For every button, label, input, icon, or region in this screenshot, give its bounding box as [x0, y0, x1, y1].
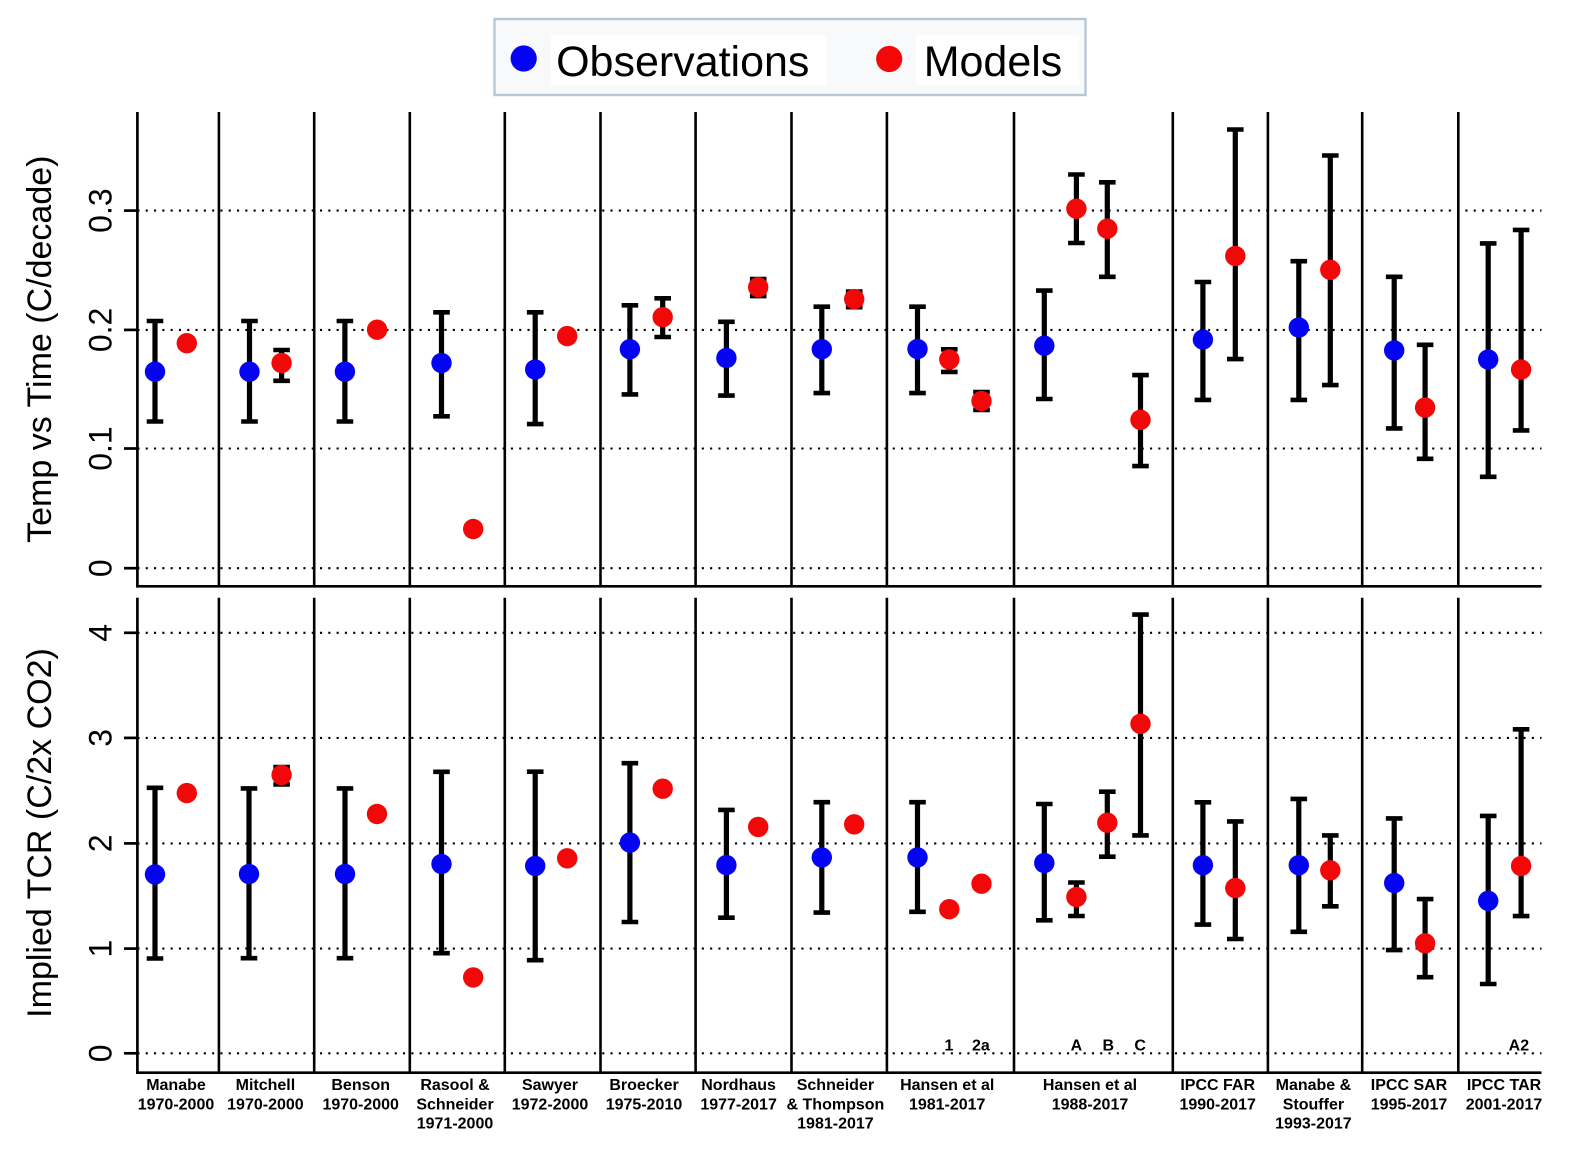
svg-text:1990-2017: 1990-2017 — [1179, 1096, 1256, 1113]
svg-text:0.1: 0.1 — [83, 426, 119, 470]
svg-text:Schneider: Schneider — [416, 1096, 493, 1113]
svg-text:1972-2000: 1972-2000 — [512, 1096, 589, 1113]
svg-text:1970-2000: 1970-2000 — [322, 1096, 399, 1113]
svg-text:2001-2017: 2001-2017 — [1466, 1096, 1543, 1113]
svg-text:Schneider: Schneider — [797, 1077, 874, 1094]
svg-text:1988-2017: 1988-2017 — [1052, 1096, 1129, 1113]
svg-text:Stouffer: Stouffer — [1283, 1096, 1344, 1113]
svg-text:1: 1 — [945, 1038, 954, 1055]
svg-text:1970-2000: 1970-2000 — [138, 1096, 215, 1113]
svg-text:& Thompson: & Thompson — [787, 1096, 885, 1113]
svg-text:0: 0 — [83, 559, 119, 577]
svg-text:IPCC TAR: IPCC TAR — [1467, 1077, 1542, 1094]
svg-text:A: A — [1071, 1038, 1083, 1055]
svg-text:1971-2000: 1971-2000 — [417, 1116, 494, 1133]
svg-text:Hansen et al: Hansen et al — [1043, 1077, 1137, 1094]
svg-text:Observations: Observations — [556, 38, 809, 86]
svg-text:Manabe: Manabe — [146, 1077, 206, 1094]
svg-text:Broecker: Broecker — [609, 1077, 678, 1094]
svg-text:0: 0 — [83, 1044, 119, 1062]
svg-text:Sawyer: Sawyer — [522, 1077, 578, 1094]
svg-text:1975-2010: 1975-2010 — [606, 1096, 683, 1113]
svg-text:B: B — [1103, 1038, 1115, 1055]
svg-text:1995-2017: 1995-2017 — [1371, 1096, 1448, 1113]
svg-text:Manabe &: Manabe & — [1276, 1077, 1352, 1094]
svg-text:2: 2 — [83, 835, 119, 853]
svg-text:IPCC SAR: IPCC SAR — [1371, 1077, 1448, 1094]
svg-text:1970-2000: 1970-2000 — [227, 1096, 304, 1113]
svg-text:Benson: Benson — [331, 1077, 390, 1094]
svg-text:2a: 2a — [972, 1038, 990, 1055]
svg-text:4: 4 — [83, 624, 119, 642]
svg-text:3: 3 — [83, 729, 119, 747]
svg-text:Temp vs Time (C/decade): Temp vs Time (C/decade) — [21, 156, 59, 543]
svg-text:1993-2017: 1993-2017 — [1275, 1116, 1352, 1133]
svg-text:Mitchell: Mitchell — [236, 1077, 296, 1094]
svg-text:C: C — [1134, 1038, 1146, 1055]
svg-text:0.2: 0.2 — [83, 308, 119, 352]
svg-text:1981-2017: 1981-2017 — [909, 1096, 986, 1113]
svg-text:IPCC FAR: IPCC FAR — [1180, 1077, 1255, 1094]
svg-text:0.3: 0.3 — [83, 188, 119, 232]
svg-text:Nordhaus: Nordhaus — [701, 1077, 776, 1094]
svg-text:1981-2017: 1981-2017 — [797, 1116, 874, 1133]
svg-text:A2: A2 — [1509, 1038, 1530, 1055]
svg-text:1: 1 — [83, 940, 119, 958]
svg-text:1977-2017: 1977-2017 — [700, 1096, 777, 1113]
svg-text:Implied TCR (C/2x CO2): Implied TCR (C/2x CO2) — [21, 648, 59, 1018]
svg-text:Rasool &: Rasool & — [420, 1077, 490, 1094]
svg-text:Models: Models — [924, 38, 1063, 86]
svg-text:Hansen et al: Hansen et al — [900, 1077, 994, 1094]
